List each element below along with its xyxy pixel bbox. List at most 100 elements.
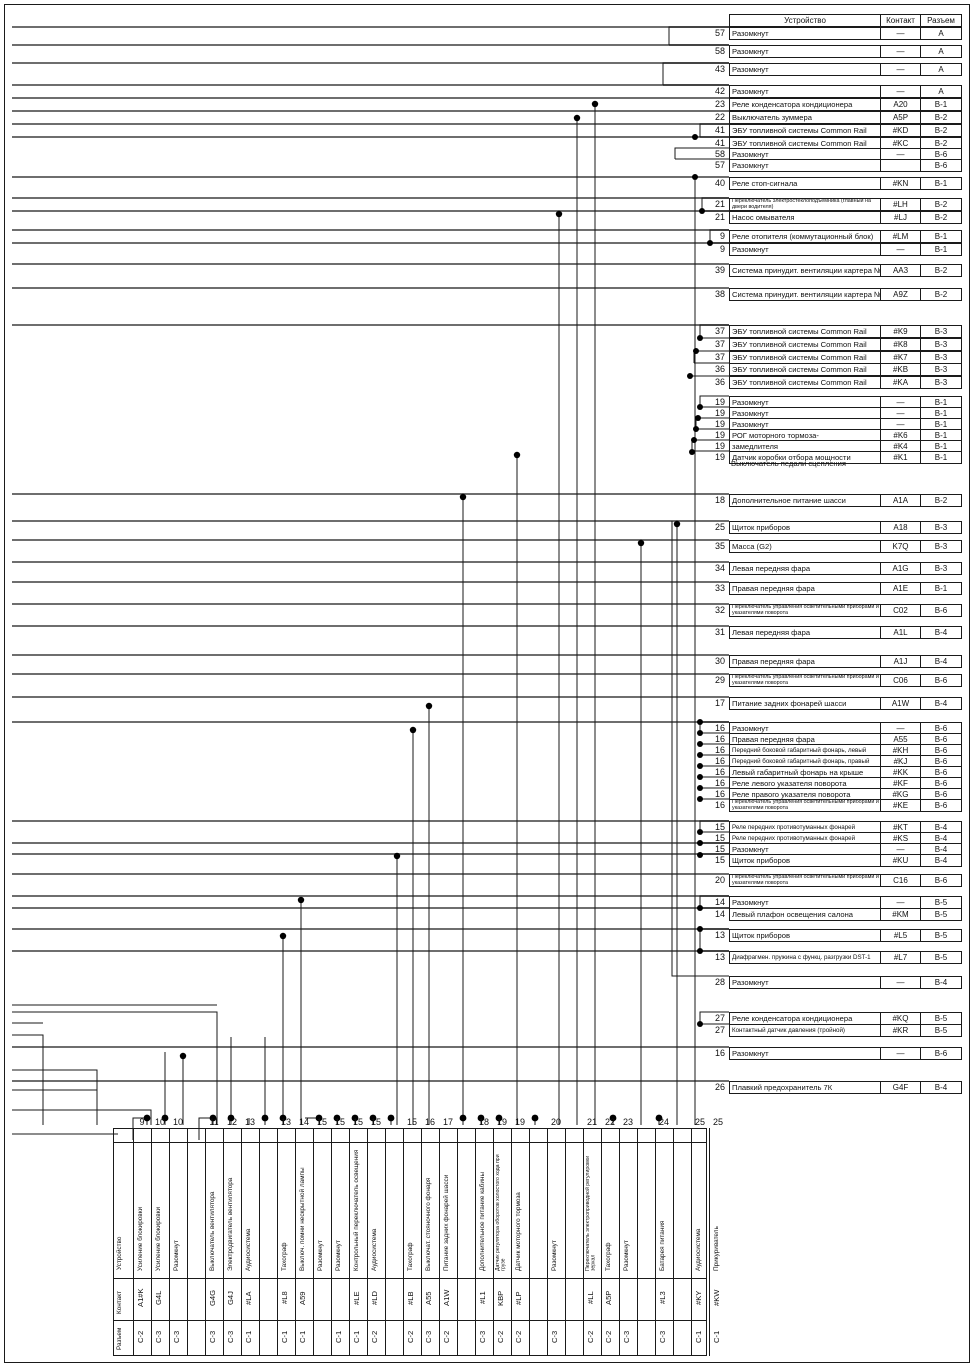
device-row-number: 16 — [714, 800, 725, 810]
device-row-number: 15 — [714, 844, 725, 854]
device-row-box: Разомкнут B-6 — [729, 159, 962, 172]
bottom-device-name: Аудиосистема — [371, 1228, 378, 1271]
device-row-number: 17 — [714, 698, 725, 708]
bottom-contact-value: G4G — [208, 1289, 217, 1307]
device-contact-cell: #LM — [881, 231, 921, 242]
bottom-column-number: 15 — [316, 1117, 327, 1127]
device-row-number: 9 — [719, 244, 725, 254]
device-contact-cell: C16 — [881, 875, 921, 886]
bottom-contact-value: #L8 — [280, 1291, 289, 1305]
bottom-column-number: 17 — [442, 1117, 453, 1127]
device-name-cell: Переключатель управления осветительными … — [730, 800, 881, 811]
device-contact-cell: #LH — [881, 199, 921, 210]
bottom-device-name: Тахограф — [407, 1242, 414, 1271]
bottom-plug-value: C-3 — [172, 1330, 181, 1344]
bottom-plug-value: C-3 — [550, 1330, 559, 1344]
bottom-column-divider — [259, 1128, 260, 1356]
device-contact-cell: — — [881, 86, 921, 97]
bottom-contact-value: #LP — [514, 1291, 523, 1305]
device-row-box: Правая передняя фара A1E B-1 — [729, 582, 962, 595]
device-plug-cell: B-4 — [934, 699, 948, 708]
device-contact-cell: — — [881, 408, 921, 419]
device-row-box: ЭБУ топливной системы Common Rail #K9 B-3 — [729, 325, 962, 338]
bottom-plug-value: C-1 — [280, 1330, 289, 1344]
device-name-cell: Система принудит. вентиляции картера № 1 — [732, 265, 881, 276]
device-contact-cell: #KD — [881, 125, 921, 136]
bottom-column-number: 11 — [209, 1117, 219, 1127]
device-plug-cell: A — [938, 65, 944, 74]
device-contact-cell: #KA — [881, 377, 921, 388]
device-name-cell: Передний боковой габаритный фонарь, левы… — [730, 745, 881, 756]
bottom-column-divider — [403, 1128, 404, 1356]
device-row: 34 Левая передняя фара A1G B-3 — [715, 562, 962, 575]
device-contact-cell: A55 — [881, 734, 921, 745]
bottom-device-name: Батарея питания — [659, 1220, 666, 1271]
bottom-column-number: 20 — [550, 1117, 561, 1127]
device-name-cell: Разомкнут — [730, 844, 881, 855]
device-contact-cell: #LJ — [881, 212, 921, 223]
device-row: 16 Передний боковой габаритный фонарь, ле… — [715, 744, 962, 757]
device-row-number: 41 — [714, 138, 725, 148]
bottom-device-name: Разомкнут — [623, 1240, 630, 1271]
device-name-cell: Разомкнут — [730, 977, 881, 988]
bottom-contact-value: G4J — [226, 1291, 235, 1305]
device-row-box: Левый плафон освещения салона #KM B-5 — [729, 908, 962, 921]
device-contact-cell: — — [881, 397, 921, 408]
device-plug-cell: A — [938, 29, 944, 38]
device-row-number: 29 — [714, 675, 725, 685]
device-plug-cell: B-1 — [934, 584, 948, 593]
header-device: Устройство — [730, 15, 881, 26]
device-row-number: 37 — [714, 339, 725, 349]
page-frame — [4, 4, 970, 1363]
device-row-number: 27 — [714, 1025, 725, 1035]
device-row-box: Щиток приборов #KU B-4 — [729, 854, 962, 867]
device-name-cell: Разомкнут — [730, 419, 881, 430]
device-plug-cell: B-2 — [934, 496, 948, 505]
bottom-column-number: 21 — [586, 1117, 597, 1127]
bottom-column-divider — [385, 1128, 386, 1356]
bottom-column-divider — [223, 1128, 224, 1356]
device-row-number: 25 — [714, 522, 725, 532]
device-row: 9 Разомкнут — B-1 — [720, 243, 962, 256]
device-name-cell: Реле передних противотуманных фонарей — [730, 833, 881, 844]
device-contact-cell: A1A — [881, 495, 921, 506]
bottom-plug-value: C-2 — [136, 1330, 145, 1344]
device-plug-cell: B-5 — [934, 1014, 948, 1023]
device-row: 39 Система принудит. вентиляции картера №… — [715, 264, 962, 277]
bottom-device-name: Дополнительное питание кабины — [479, 1171, 486, 1271]
device-contact-cell: K7Q — [881, 541, 921, 552]
device-contact-cell: #K8 — [881, 339, 921, 350]
device-plug-cell: A — [938, 87, 944, 96]
device-row: 17 Питание задних фонарей шасси A1W B-4 — [715, 697, 962, 710]
device-plug-cell: B-3 — [934, 365, 948, 374]
bottom-device-name: Прикуриватель — [713, 1226, 720, 1271]
bottom-device-name: Электродвигатель вентилятора — [227, 1177, 234, 1271]
device-table-header: Устройство Контакт Разъем — [729, 14, 962, 27]
bottom-contact-value: A59 — [298, 1291, 307, 1305]
bottom-column-divider — [295, 1128, 296, 1356]
bottom-column-divider — [421, 1128, 422, 1356]
bottom-column-number: 12 — [226, 1117, 237, 1127]
device-row-number: 32 — [714, 605, 725, 615]
device-name-cell: ЭБУ топливной системы Common Rail — [730, 352, 881, 363]
bottom-plug-value: C-1 — [352, 1330, 361, 1344]
bottom-column-divider — [619, 1128, 620, 1356]
bottom-device-name: Разомкнут — [335, 1240, 342, 1271]
device-name-cell: Разомкнут — [730, 897, 881, 908]
device-plug-cell: B-2 — [934, 200, 948, 209]
device-row-box: Левая передняя фара A1G B-3 — [729, 562, 962, 575]
device-name-cell: Переключатель управления осветительными … — [730, 675, 881, 686]
bottom-device-name: Выключ. помни нескрытной лампы — [299, 1167, 306, 1271]
device-row-box: Питание задних фонарей шасси A1W B-4 — [729, 697, 962, 710]
device-row-box: Разомкнут — B-1 — [729, 243, 962, 256]
device-name-cell: ЭБУ топливной системы Common Rail — [730, 326, 881, 337]
device-row-number: 22 — [714, 112, 725, 122]
device-row: 14 Разомкнут — B-5 — [715, 896, 962, 909]
bottom-device-name: Выключатель вентилятора — [209, 1191, 216, 1272]
device-contact-cell: #KH — [881, 745, 921, 756]
device-contact-cell: — — [881, 977, 921, 988]
device-plug-cell: B-3 — [934, 378, 948, 387]
device-row: 36 ЭБУ топливной системы Common Rail #KA B-… — [715, 376, 962, 389]
bottom-column-number: 22 — [604, 1117, 615, 1127]
device-row-number: 13 — [714, 930, 725, 940]
